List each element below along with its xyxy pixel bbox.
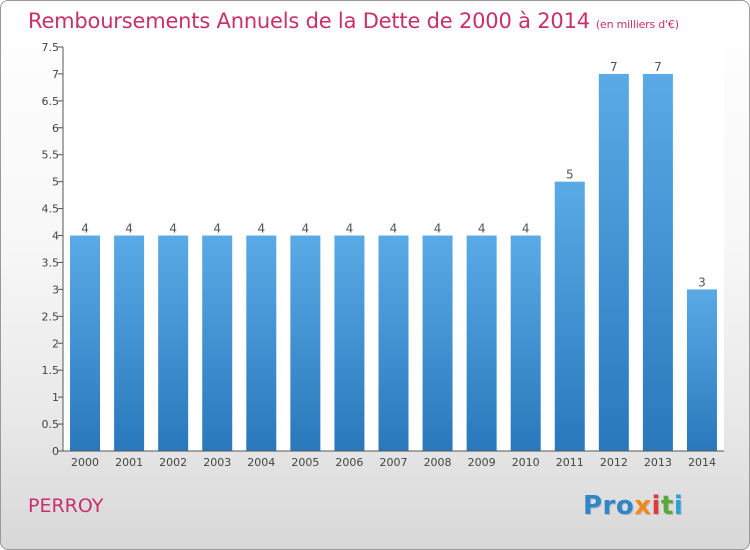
y-tick-label: 7.5 [42, 41, 60, 54]
bar-2014 [686, 289, 717, 451]
y-tick-label: 0.5 [42, 418, 60, 431]
x-tick-label: 2002 [159, 456, 187, 469]
x-tick-label: 2005 [291, 456, 319, 469]
bar-2006 [334, 235, 365, 451]
x-tick-label: 2004 [247, 456, 275, 469]
bar-2000 [70, 235, 101, 451]
y-tick-label: 2 [52, 337, 59, 350]
bar-2012 [598, 73, 629, 451]
y-tick-label: 3.5 [42, 256, 60, 269]
x-tick-label: 2009 [468, 456, 496, 469]
bar-2008 [422, 235, 453, 451]
x-tick-label: 2008 [424, 456, 452, 469]
bar-2001 [114, 235, 145, 451]
data-label: 4 [346, 222, 354, 236]
bar-2005 [290, 235, 321, 451]
data-label: 7 [610, 60, 618, 74]
logo-part: i [673, 491, 684, 521]
x-tick-label: 2013 [644, 456, 672, 469]
chart-unit: (en milliers d'€) [595, 18, 679, 31]
bar-2003 [202, 235, 233, 451]
commune-name: PERROY [28, 495, 104, 517]
y-tick-label: 1 [52, 391, 59, 404]
data-label: 4 [522, 222, 530, 236]
y-tick-label: 3 [52, 283, 59, 296]
data-label: 4 [478, 222, 486, 236]
proxiti-logo: Proxiti [583, 491, 683, 521]
data-label: 5 [566, 168, 574, 182]
y-tick-label: 1.5 [42, 364, 60, 377]
data-label: 4 [257, 222, 265, 236]
bar-2009 [466, 235, 497, 451]
x-tick-label: 2011 [556, 456, 584, 469]
bar-2004 [246, 235, 277, 451]
y-tick-label: 6 [52, 122, 59, 135]
x-tick-label: 2010 [512, 456, 540, 469]
bar-2002 [158, 235, 189, 451]
y-tick-label: 4.5 [42, 203, 60, 216]
bar-2011 [554, 181, 585, 451]
x-tick-label: 2001 [115, 456, 143, 469]
x-tick-label: 2006 [335, 456, 363, 469]
x-tick-label: 2012 [600, 456, 628, 469]
y-tick-label: 2.5 [42, 310, 60, 323]
x-tick-label: 2007 [380, 456, 408, 469]
y-tick-label: 0 [52, 445, 59, 458]
x-tick-label: 2014 [688, 456, 716, 469]
data-label: 3 [698, 275, 706, 289]
y-tick-label: 4 [52, 230, 59, 243]
y-tick-label: 6.5 [42, 95, 60, 108]
data-label: 4 [81, 222, 89, 236]
data-label: 4 [434, 222, 442, 236]
y-tick-label: 7 [52, 68, 59, 81]
data-label: 4 [125, 222, 133, 236]
bar-2007 [378, 235, 409, 451]
logo-part: Pro [583, 491, 635, 521]
data-label: 7 [654, 60, 662, 74]
chart-title-text: Remboursements Annuels de la Dette de 20… [28, 9, 590, 33]
logo-part: i [651, 491, 661, 521]
bar-2010 [510, 235, 541, 451]
x-tick-label: 2003 [203, 456, 231, 469]
data-label: 4 [169, 222, 177, 236]
chart-title: Remboursements Annuels de la Dette de 20… [28, 9, 679, 33]
data-label: 4 [213, 222, 221, 236]
y-tick-label: 5.5 [42, 149, 60, 162]
data-label: 4 [390, 222, 398, 236]
bar-2013 [642, 73, 673, 451]
x-tick-label: 2000 [71, 456, 99, 469]
logo-part: x [634, 491, 652, 521]
y-tick-label: 5 [52, 176, 59, 189]
logo-part: t [660, 491, 674, 521]
data-label: 4 [302, 222, 310, 236]
